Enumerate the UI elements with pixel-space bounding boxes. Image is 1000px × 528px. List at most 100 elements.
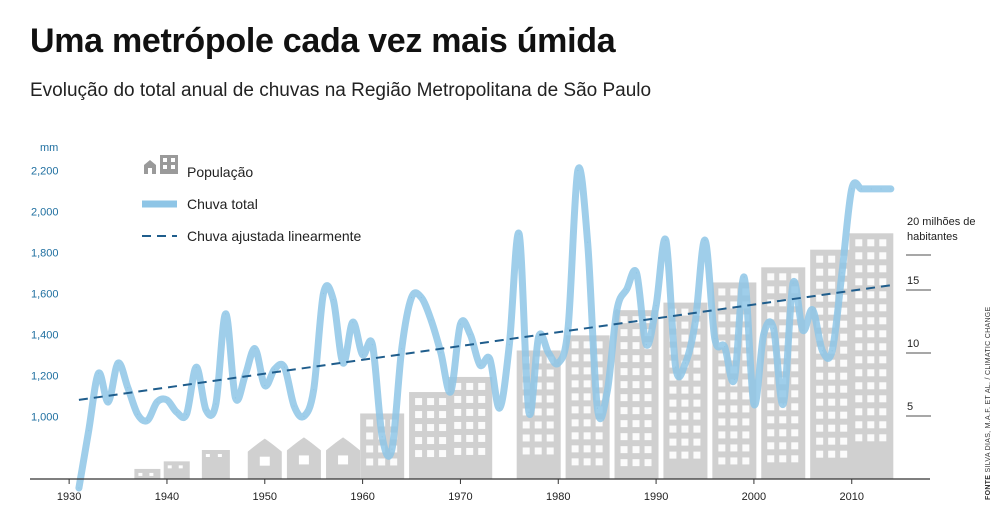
building-window bbox=[879, 265, 887, 273]
building-window bbox=[767, 273, 775, 281]
house-window bbox=[338, 455, 349, 465]
building-window bbox=[681, 308, 689, 316]
source-note: FONTE SILVA DIAS, M.A.F. ET AL. / CLIMAT… bbox=[985, 306, 992, 500]
building-window bbox=[791, 429, 799, 437]
building-window bbox=[415, 450, 423, 458]
building-window bbox=[571, 354, 579, 362]
building-window bbox=[816, 398, 824, 406]
building-window bbox=[454, 382, 462, 390]
building-window bbox=[879, 369, 887, 377]
building-window bbox=[620, 446, 628, 454]
building-window bbox=[816, 450, 824, 458]
building-window bbox=[427, 424, 435, 432]
building-window bbox=[816, 307, 824, 315]
building-window bbox=[669, 399, 677, 407]
rain-point bbox=[860, 188, 863, 190]
rain-point bbox=[723, 346, 726, 348]
rain-point bbox=[802, 329, 804, 331]
building-window bbox=[879, 343, 887, 351]
rain-point bbox=[440, 352, 442, 354]
rain-point bbox=[264, 384, 266, 387]
y-tick-label: 1,000 bbox=[31, 411, 59, 423]
building-window bbox=[791, 377, 799, 385]
rain-point bbox=[371, 344, 373, 346]
building-window bbox=[620, 407, 628, 415]
building-window bbox=[840, 411, 848, 419]
building-window bbox=[583, 445, 591, 453]
building-window bbox=[427, 437, 435, 445]
building-window bbox=[681, 412, 689, 420]
building-window bbox=[718, 379, 726, 387]
rain-point bbox=[342, 362, 344, 364]
building-window bbox=[816, 385, 824, 393]
building-window bbox=[620, 420, 628, 428]
building-window bbox=[583, 380, 591, 388]
building-window bbox=[632, 368, 640, 376]
rain-series bbox=[75, 164, 895, 492]
building-window bbox=[718, 405, 726, 413]
rain-point bbox=[430, 319, 432, 321]
rain-point bbox=[469, 333, 471, 335]
trend-line bbox=[78, 284, 892, 401]
rain-point bbox=[117, 362, 119, 364]
building-window bbox=[779, 299, 787, 307]
population-tick-label: 15 bbox=[907, 275, 919, 287]
building-window bbox=[828, 437, 836, 445]
rain-point bbox=[704, 239, 706, 241]
building-window bbox=[632, 316, 640, 324]
building-window bbox=[867, 369, 875, 377]
y-tick-label: 1,200 bbox=[31, 370, 59, 382]
rain-point bbox=[733, 378, 735, 381]
legend-population-icon bbox=[144, 155, 178, 174]
building-window bbox=[816, 372, 824, 380]
building-window bbox=[644, 459, 652, 467]
building-window bbox=[879, 356, 887, 364]
building-window bbox=[454, 408, 462, 416]
rain-point bbox=[137, 413, 139, 415]
rain-point bbox=[215, 403, 217, 405]
building-window bbox=[767, 377, 775, 385]
building-window bbox=[867, 356, 875, 364]
x-tick-label: 1960 bbox=[350, 491, 374, 503]
building-window bbox=[669, 425, 677, 433]
rain-point bbox=[293, 405, 295, 407]
building-window bbox=[816, 294, 824, 302]
building-window bbox=[427, 411, 435, 419]
rain-point bbox=[195, 366, 197, 368]
building-window bbox=[454, 395, 462, 403]
building-window bbox=[693, 373, 701, 381]
rain-point bbox=[107, 401, 109, 403]
building-window bbox=[791, 442, 799, 450]
house-window bbox=[259, 456, 270, 466]
building-window bbox=[779, 429, 787, 437]
building-window bbox=[217, 454, 222, 458]
rain-point bbox=[665, 239, 667, 241]
building-window bbox=[427, 398, 435, 406]
building-window bbox=[415, 398, 423, 406]
building-window bbox=[840, 333, 848, 341]
rain-point bbox=[587, 241, 589, 243]
building-window bbox=[632, 446, 640, 454]
building-window bbox=[546, 382, 554, 390]
y-tick-label: 1,800 bbox=[31, 247, 59, 259]
building-window bbox=[730, 288, 738, 296]
building-window bbox=[620, 368, 628, 376]
building-window bbox=[840, 294, 848, 302]
building-window bbox=[879, 382, 887, 390]
building-window bbox=[730, 418, 738, 426]
rain-point bbox=[127, 387, 129, 389]
building-window bbox=[779, 325, 787, 333]
building-window bbox=[681, 347, 689, 355]
building-window bbox=[855, 421, 863, 429]
building-window bbox=[855, 291, 863, 299]
building-window bbox=[879, 304, 887, 312]
building-window bbox=[840, 450, 848, 458]
building-window bbox=[718, 444, 726, 452]
rain-point bbox=[518, 233, 520, 235]
source-text: SILVA DIAS, M.A.F. ET AL. / CLIMATIC CHA… bbox=[985, 306, 992, 473]
building-window bbox=[546, 369, 554, 377]
chart-subtitle: Evolução do total anual de chuvas na Reg… bbox=[30, 80, 652, 101]
building-window bbox=[828, 307, 836, 315]
building-window bbox=[855, 434, 863, 442]
